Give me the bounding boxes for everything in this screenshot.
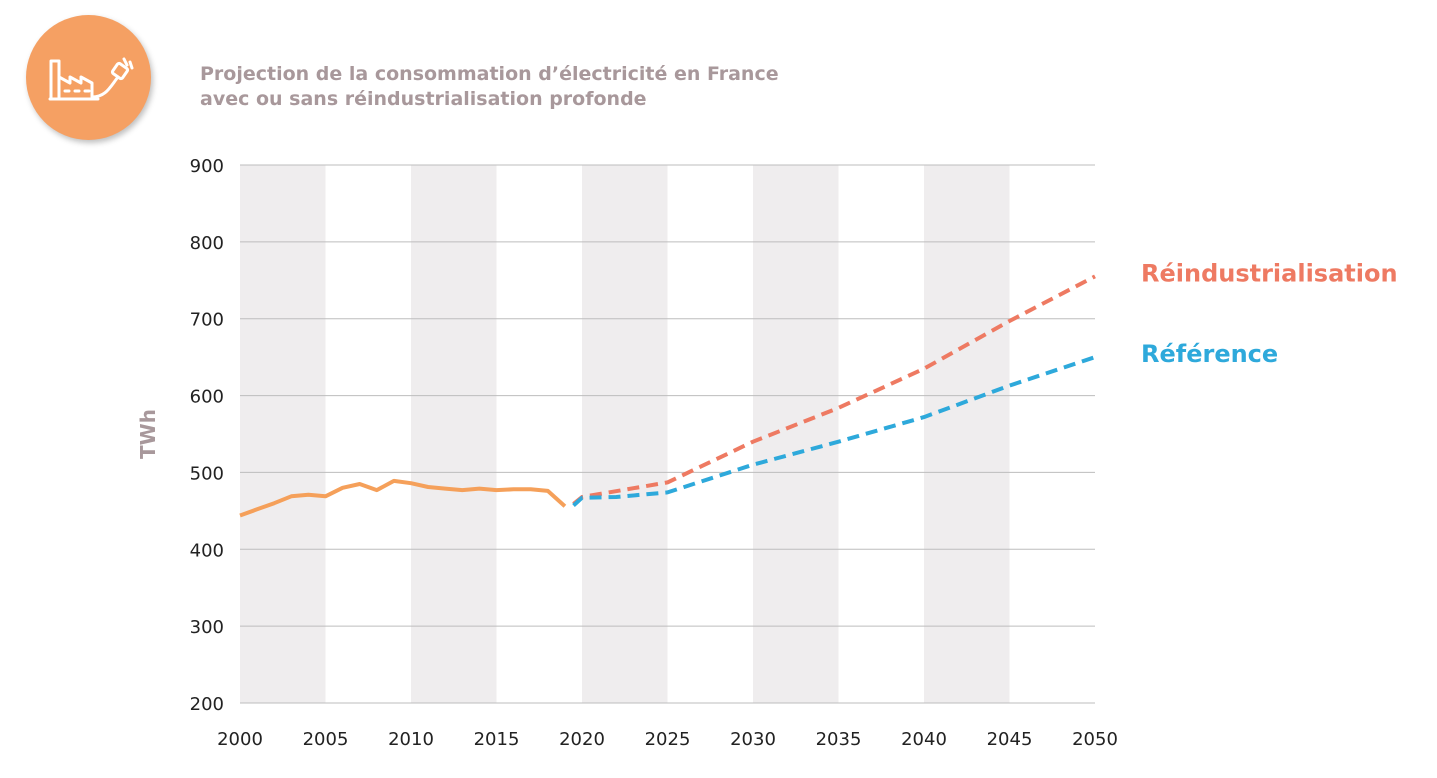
x-tick-label: 2020	[559, 729, 605, 750]
y-tick-label: 900	[190, 156, 224, 177]
y-tick-label: 500	[190, 463, 224, 484]
factory-plug-icon	[48, 57, 134, 101]
background-band	[411, 165, 497, 703]
x-tick-label: 2010	[388, 729, 434, 750]
series-line-historical	[239, 478, 567, 518]
background-band	[924, 165, 1010, 703]
legend-label-reference: Référence	[1141, 340, 1278, 368]
background-band	[753, 165, 839, 703]
x-tick-label: 2005	[303, 729, 349, 750]
x-tick-label: 2025	[645, 729, 691, 750]
x-tick-label: 2040	[901, 729, 947, 750]
series-line-reference	[572, 355, 1096, 507]
chart-title: Projection de la consommation d’électric…	[200, 62, 779, 112]
legend-label-reindustrialisation: Réindustrialisation	[1141, 259, 1398, 287]
y-tick-label: 200	[190, 694, 224, 715]
y-tick-label: 400	[190, 540, 224, 561]
y-tick-label: 600	[190, 387, 224, 408]
chart-title-line-2: avec ou sans réindustrialisation profond…	[200, 88, 647, 110]
y-tick-label: 300	[190, 617, 224, 638]
y-axis-label: TWh	[136, 409, 160, 459]
x-tick-label: 2050	[1072, 729, 1118, 750]
background-band	[240, 165, 326, 703]
x-tick-label: 2035	[816, 729, 862, 750]
x-tick-label: 2015	[474, 729, 520, 750]
x-tick-label: 2045	[987, 729, 1033, 750]
chart-title-line-1: Projection de la consommation d’électric…	[200, 63, 779, 85]
logo-badge	[26, 15, 151, 140]
series-line-reindustrialisation	[572, 274, 1096, 506]
x-tick-label: 2000	[217, 729, 263, 750]
y-tick-label: 700	[190, 310, 224, 331]
x-tick-label: 2030	[730, 729, 776, 750]
background-band	[582, 165, 668, 703]
y-tick-label: 800	[190, 233, 224, 254]
